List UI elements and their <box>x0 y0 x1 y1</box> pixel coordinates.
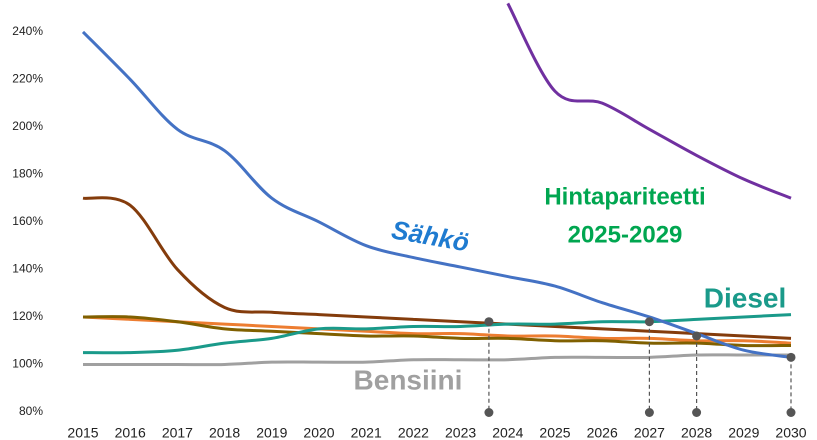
y-tick-label: 220% <box>12 72 43 86</box>
y-tick-label: 120% <box>12 309 43 323</box>
y-tick-label: 160% <box>12 214 43 228</box>
series-label: Bensiini <box>354 364 463 395</box>
x-tick-label: 2020 <box>303 425 334 440</box>
marker-base <box>692 408 702 417</box>
marker-dot <box>644 317 654 327</box>
series-label: Sähkö <box>389 214 471 257</box>
y-tick-label: 180% <box>12 167 43 181</box>
y-tick-label: 240% <box>12 24 43 38</box>
y-tick-label: 140% <box>12 262 43 276</box>
marker-base <box>484 408 494 417</box>
x-tick-label: 2022 <box>398 425 429 440</box>
series-line <box>82 315 792 348</box>
marker-dot <box>786 352 796 362</box>
annotation: Hintapariteetti <box>544 183 705 210</box>
y-tick-label: 200% <box>12 119 43 133</box>
x-tick-label: 2019 <box>256 425 287 440</box>
x-tick-label: 2030 <box>775 425 806 440</box>
marker-base <box>786 408 796 417</box>
series-line <box>82 313 792 355</box>
x-tick-label: 2027 <box>634 425 665 440</box>
series-line <box>82 196 792 340</box>
x-tick-label: 2024 <box>492 425 523 440</box>
x-tick-label: 2018 <box>209 425 240 440</box>
annotation: 2025-2029 <box>568 221 683 248</box>
series-label: Diesel <box>704 282 787 313</box>
series-line <box>82 315 792 345</box>
x-tick-label: 2017 <box>162 425 193 440</box>
x-tick-label: 2015 <box>67 425 98 440</box>
y-tick-label: 80% <box>19 404 43 418</box>
x-tick-label: 2025 <box>539 425 570 440</box>
x-tick-label: 2021 <box>351 425 382 440</box>
marker-dot <box>484 317 494 327</box>
x-tick-label: 2023 <box>445 425 476 440</box>
marker-dot <box>692 331 702 341</box>
x-tick-label: 2016 <box>115 425 146 440</box>
y-tick-label: 100% <box>12 357 43 371</box>
series-line <box>506 2 792 200</box>
marker-base <box>644 408 654 417</box>
x-tick-label: 2026 <box>587 425 618 440</box>
series-line <box>82 353 791 367</box>
x-tick-label: 2028 <box>681 425 712 440</box>
series-line <box>81 30 792 359</box>
x-tick-label: 2029 <box>728 425 759 440</box>
